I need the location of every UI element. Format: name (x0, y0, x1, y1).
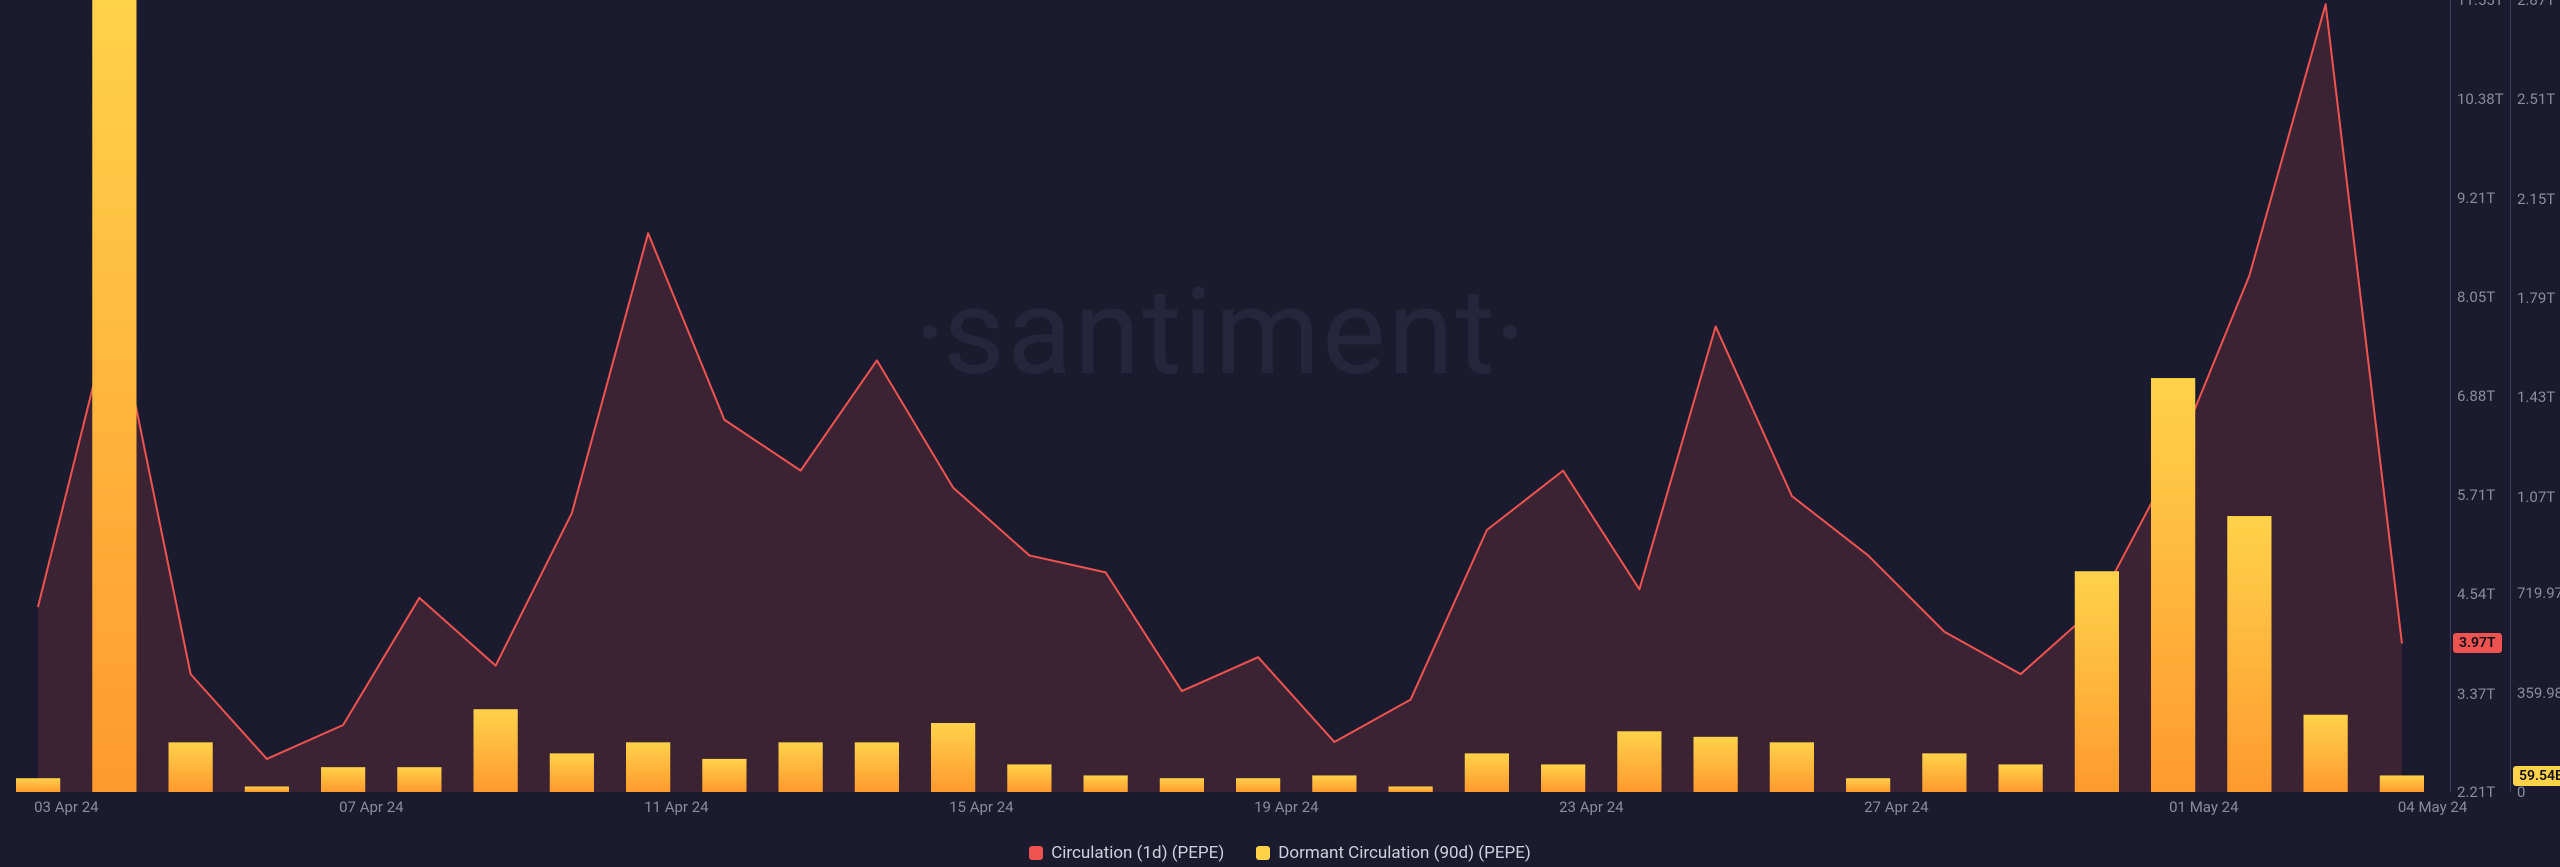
x-tick: 23 Apr 24 (1559, 798, 1623, 816)
legend-item-dormant[interactable]: Dormant Circulation (90d) (PEPE) (1256, 843, 1531, 863)
x-tick: 15 Apr 24 (949, 798, 1013, 816)
y-axis-circulation: 11.55T10.38T9.21T8.05T6.88T5.71T4.54T3.3… (2450, 0, 2500, 792)
last-value-badge-dormant: 59.54B (2513, 766, 2560, 786)
bar (92, 0, 136, 792)
bar (702, 759, 746, 792)
x-tick: 27 Apr 24 (1864, 798, 1928, 816)
y-tick-dormant: 1.79T (2517, 289, 2555, 307)
bar (169, 742, 213, 792)
y-tick-circulation: 4.54T (2457, 585, 2495, 603)
y-tick-circulation: 9.21T (2457, 189, 2495, 207)
y-tick-dormant: 359.98B (2517, 684, 2560, 702)
bar (1236, 778, 1280, 792)
bar (1160, 778, 1204, 792)
bar (1617, 731, 1661, 792)
y-tick-circulation: 3.37T (2457, 685, 2495, 703)
bar (2151, 378, 2195, 792)
x-tick: 01 May 24 (2169, 798, 2238, 816)
legend-swatch-circulation (1029, 846, 1043, 860)
bar (779, 742, 823, 792)
y-tick-circulation: 11.55T (2457, 0, 2504, 9)
y-tick-dormant: 0 (2517, 783, 2525, 801)
bar (1541, 764, 1585, 792)
bar (2380, 775, 2424, 792)
bar (550, 753, 594, 792)
bar (1922, 753, 1966, 792)
chart-svg (0, 0, 2440, 792)
x-tick: 04 May 24 (2398, 798, 2467, 816)
bar (1694, 737, 1738, 792)
y-tick-dormant: 1.43T (2517, 388, 2555, 406)
bar (245, 786, 289, 792)
x-tick: 11 Apr 24 (644, 798, 708, 816)
legend: Circulation (1d) (PEPE) Dormant Circulat… (0, 843, 2560, 863)
y-tick-dormant: 1.07T (2517, 488, 2555, 506)
bar (1389, 786, 1433, 792)
x-tick: 19 Apr 24 (1254, 798, 1318, 816)
y-tick-circulation: 8.05T (2457, 288, 2495, 306)
y-tick-circulation: 5.71T (2457, 486, 2495, 504)
bar (1084, 775, 1128, 792)
bar (1312, 775, 1356, 792)
y-tick-dormant: 2.15T (2517, 190, 2555, 208)
legend-label-dormant: Dormant Circulation (90d) (PEPE) (1278, 843, 1531, 863)
bar (474, 709, 518, 792)
bar (1007, 764, 1051, 792)
bar (1846, 778, 1890, 792)
bar (16, 778, 60, 792)
bar (1999, 764, 2043, 792)
bar (1465, 753, 1509, 792)
y-tick-dormant: 2.51T (2517, 90, 2555, 108)
bar (2304, 715, 2348, 792)
bar (2075, 571, 2119, 792)
bar (321, 767, 365, 792)
x-tick: 07 Apr 24 (339, 798, 403, 816)
bar (931, 723, 975, 792)
y-tick-dormant: 2.87T (2517, 0, 2555, 9)
bar (397, 767, 441, 792)
chart-container: santiment 11.55T 10.38T 9.21T 8.05T 6.88T 5.7… (0, 0, 2560, 867)
last-value-badge-circulation: 3.97T (2453, 633, 2502, 653)
y-axis-dormant: 2.87T 2.51T 2.15T 1.79T 1.43T 1.07T 719.97B 359… (2510, 0, 2560, 792)
y-tick-circulation: 6.88T (2457, 387, 2495, 405)
y-tick-dormant: 719.97B (2517, 584, 2560, 602)
x-tick: 03 Apr 24 (34, 798, 98, 816)
legend-swatch-dormant (1256, 846, 1270, 860)
bar (1770, 742, 1814, 792)
legend-label-circulation: Circulation (1d) (PEPE) (1051, 843, 1224, 863)
bar (855, 742, 899, 792)
plot-area[interactable]: santiment (0, 0, 2440, 792)
bar (626, 742, 670, 792)
legend-item-circulation[interactable]: Circulation (1d) (PEPE) (1029, 843, 1224, 863)
bar (2227, 516, 2271, 792)
y-tick-circulation: 10.38T (2457, 90, 2504, 108)
